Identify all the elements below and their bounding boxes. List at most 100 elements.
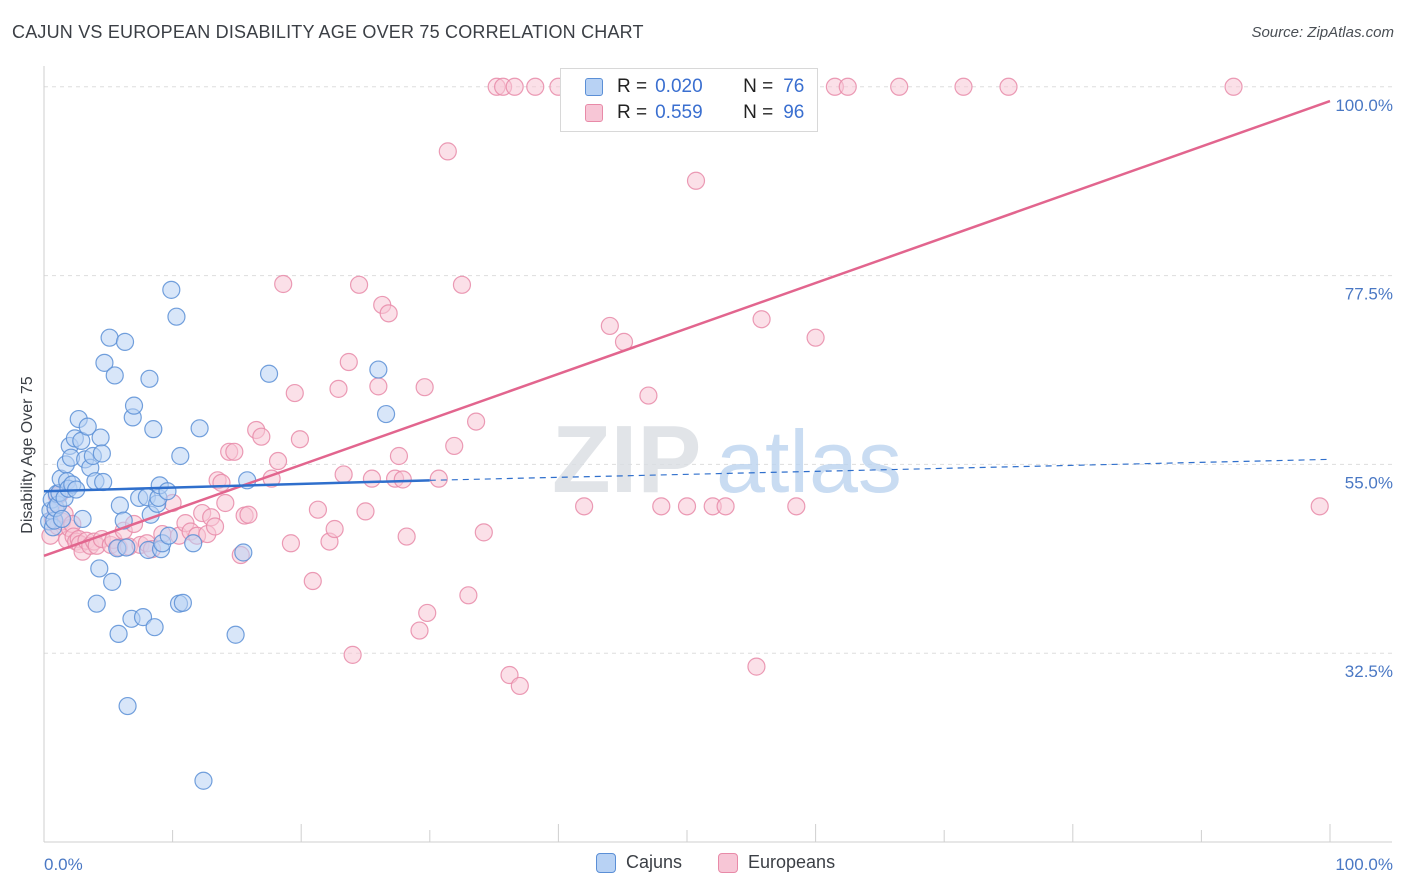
watermark-zip: ZIP (552, 406, 701, 513)
trend-lines (43, 99, 1331, 558)
europeans-point (325, 519, 344, 539)
europeans-point (418, 603, 437, 623)
legend-swatch-cajuns (585, 78, 603, 96)
europeans-point (652, 497, 671, 516)
europeans-point (329, 379, 348, 398)
europeans-point (308, 500, 328, 519)
cajuns-point (124, 396, 144, 415)
legend-item-europeans[interactable]: Europeans (718, 852, 835, 873)
legend-n-label: N = (743, 76, 774, 97)
legend-r-value: 0.559 (655, 102, 703, 123)
legend-r-label: R = (617, 102, 648, 123)
cajuns-point (369, 360, 388, 379)
europeans-point (369, 377, 388, 396)
europeans-point (343, 645, 362, 664)
europeans-point (1310, 497, 1329, 516)
cajuns-point (52, 509, 72, 529)
europeans-point (389, 446, 409, 466)
europeans-point (281, 534, 301, 553)
europeans-point (510, 676, 529, 696)
europeans-point (225, 442, 244, 461)
cajuns-point (118, 696, 137, 716)
europeans-point (452, 275, 472, 294)
cajuns-point (171, 446, 190, 466)
europeans-point (639, 386, 658, 405)
europeans-point (526, 77, 545, 96)
cajuns-point (92, 444, 111, 463)
gridlines (44, 86, 1392, 654)
europeans-point (600, 316, 619, 336)
source-label: Source: ZipAtlas.com (1251, 24, 1394, 41)
europeans-point (349, 275, 369, 294)
europeans-point (747, 657, 766, 676)
legend-row-europeans: R = 0.559 N = 96 (585, 101, 804, 125)
europeans-point (285, 383, 304, 403)
y-tick-label: 100.0% (1335, 96, 1393, 115)
europeans-points (41, 77, 1329, 696)
cajuns-point (87, 594, 106, 613)
cajuns-point (144, 420, 163, 439)
europeans-point (216, 493, 235, 513)
cajuns-point (109, 624, 128, 643)
europeans-point (575, 497, 594, 516)
cajuns-point (162, 280, 181, 299)
watermark-atlas: atlas (716, 412, 902, 511)
cajuns-point (167, 307, 186, 326)
europeans-point (716, 497, 735, 516)
cajuns-point (117, 538, 136, 557)
europeans-point (397, 527, 416, 546)
cajuns-point (91, 428, 110, 447)
europeans-point (303, 571, 322, 591)
europeans-point (838, 77, 857, 96)
europeans-point (362, 469, 382, 488)
europeans-point (1224, 77, 1243, 96)
europeans-point (339, 352, 358, 372)
europeans-trend-line (43, 99, 1331, 558)
series-legend: Cajuns Europeans (0, 852, 1406, 878)
x-tick-label: 0.0% (44, 855, 83, 874)
cajuns-point (226, 625, 245, 644)
legend-swatch-europeans (585, 104, 603, 122)
legend-row-cajuns: R = 0.020 N = 76 (585, 75, 804, 99)
stats-legend: R = 0.020 N = 76 R = 0.559 N = 96 (560, 68, 818, 132)
europeans-point (438, 142, 457, 161)
cajuns-point (159, 526, 178, 545)
cajuns-point (140, 369, 159, 388)
legend-n-label: N = (743, 102, 774, 123)
legend-r-value: 0.020 (655, 76, 703, 97)
cajuns-point (190, 419, 209, 438)
y-tick-label: 55.0% (1345, 473, 1393, 492)
europeans-point (212, 473, 231, 492)
europeans-point (379, 304, 398, 323)
cajuns-trend-line (43, 479, 430, 493)
cajuns-point (100, 328, 119, 347)
europeans-point (474, 523, 493, 542)
europeans-point (999, 77, 1018, 96)
cajuns-point (376, 404, 396, 424)
europeans-point (686, 171, 706, 190)
cajuns-point (145, 618, 164, 637)
cajuns-point (103, 572, 122, 591)
cajuns-point (105, 366, 124, 385)
x-tick-label: 100.0% (1335, 855, 1393, 874)
axes (43, 66, 1392, 843)
legend-swatch-cajuns (596, 852, 616, 873)
y-tick-label: 32.5% (1345, 662, 1393, 681)
europeans-point (205, 517, 225, 536)
europeans-point (445, 436, 464, 456)
europeans-point (429, 469, 448, 488)
cajuns-point (158, 482, 177, 501)
europeans-point (459, 586, 478, 605)
cajuns-point (95, 353, 114, 372)
europeans-point (787, 497, 806, 516)
cajuns-point (94, 472, 113, 492)
chart-title: CAJUN VS EUROPEAN DISABILITY AGE OVER 75… (12, 22, 644, 42)
europeans-point (505, 77, 524, 96)
cajuns-point (234, 543, 253, 562)
europeans-point (677, 497, 697, 516)
europeans-point (415, 378, 434, 397)
legend-item-cajuns[interactable]: Cajuns (596, 852, 682, 873)
europeans-point (752, 310, 771, 329)
y-tick-label: 77.5% (1345, 285, 1393, 304)
